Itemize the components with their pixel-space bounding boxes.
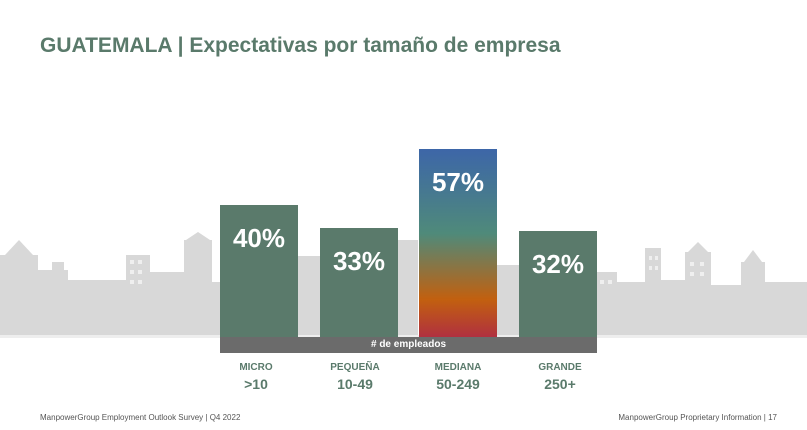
x-axis-title: # de empleados [220,337,597,353]
data-label: 57% [431,167,485,197]
category-range: 250+ [544,376,576,392]
data-label: 32% [531,249,585,280]
slide-title: GUATEMALA | Expectativas por tamaño de e… [40,34,561,57]
bar-mediana [419,149,497,337]
bar-pequeña [320,228,398,337]
category-range: >10 [244,376,268,392]
category-name: PEQUEÑA [330,362,380,373]
category-mediana: MEDIANA 50-249 [408,362,508,392]
bar-micro [220,205,298,337]
bar-grande [519,231,597,337]
category-range: 10-49 [337,376,373,392]
category-micro: MICRO >10 [206,362,306,392]
category-grande: GRANDE 250+ [510,362,610,392]
data-label: 40% [232,223,286,254]
footer-page-info: ManpowerGroup Proprietary Information | … [618,413,777,422]
category-name: MEDIANA [434,362,482,373]
category-name: GRANDE [538,362,582,373]
footer-source: ManpowerGroup Employment Outlook Survey … [40,413,241,422]
category-range: 50-249 [436,376,480,392]
category-pequena: PEQUEÑA 10-49 [305,362,405,392]
data-label: 33% [332,246,386,277]
category-name: MICRO [239,362,273,373]
